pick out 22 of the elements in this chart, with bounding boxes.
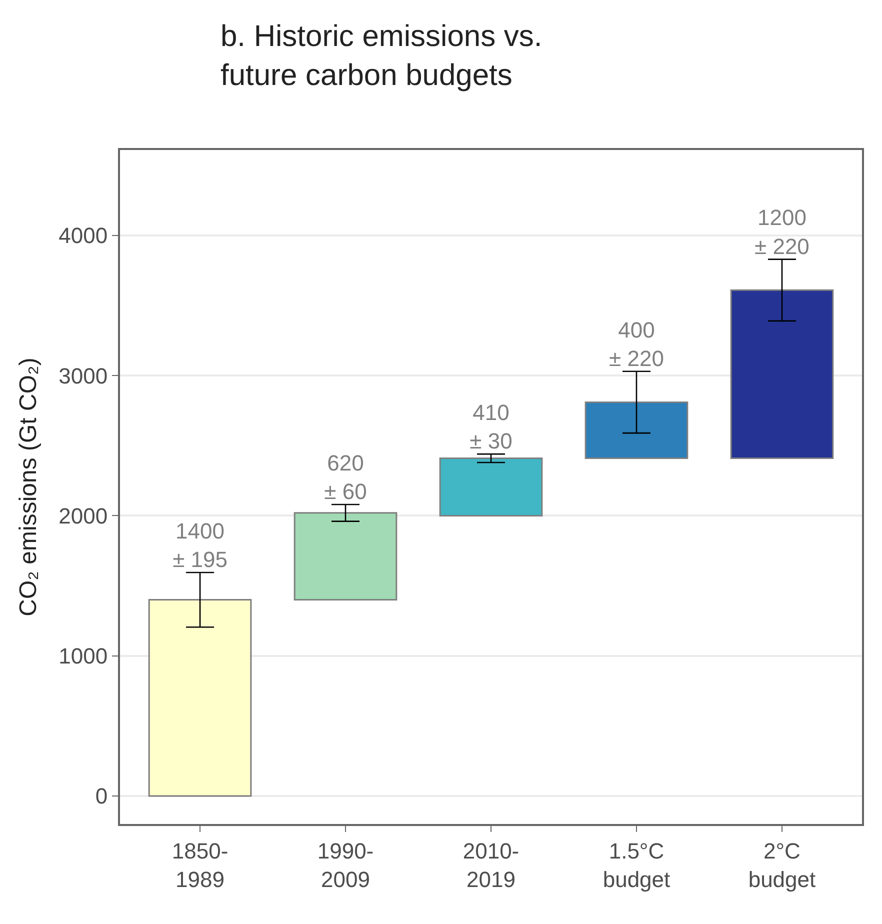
bar (730, 289, 834, 460)
y-tick-label: 1000 (58, 644, 108, 669)
data-label: 400 ± 220 (609, 317, 664, 371)
x-tick-label: 2010- 2019 (462, 838, 520, 892)
data-label: 620 ± 60 (324, 450, 367, 504)
x-tick-label: 1.5°C budget (602, 838, 670, 892)
y-tick-label: 4000 (58, 223, 108, 248)
data-label: 1400 ± 195 (172, 518, 228, 572)
y-axis-title: CO₂ emissions (Gt CO₂) (15, 358, 42, 616)
x-tick-label: 1990- 2009 (317, 838, 374, 892)
y-tick-label: 0 (95, 784, 108, 809)
bar (294, 512, 398, 601)
x-tick-label: 2°C budget (748, 838, 816, 892)
data-label: 1200 ± 220 (754, 205, 810, 259)
bar (439, 458, 543, 516)
chart-title: b. Historic emissions vs. future carbon budgets (220, 20, 542, 92)
data-label: 410 ± 30 (470, 400, 512, 454)
bar (584, 401, 688, 460)
y-tick-label: 3000 (58, 363, 108, 388)
y-tick-label: 2000 (58, 503, 108, 528)
bar (148, 599, 252, 797)
x-tick-label: 1850- 1989 (172, 838, 228, 892)
